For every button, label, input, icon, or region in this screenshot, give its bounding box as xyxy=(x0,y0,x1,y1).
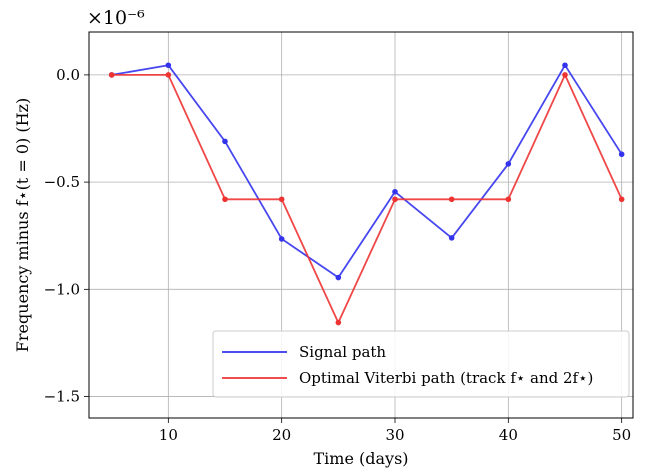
data-point-0 xyxy=(165,62,172,69)
data-point-1 xyxy=(562,72,568,78)
x-tick-label: 40 xyxy=(499,426,518,444)
data-point-1 xyxy=(618,196,625,203)
data-point-1 xyxy=(222,196,228,203)
legend-label-viterbi: Optimal Viterbi path (track f⋆ and 2f⋆) xyxy=(299,369,593,387)
x-tick-label: 20 xyxy=(272,426,291,444)
data-point-0 xyxy=(222,138,228,145)
data-point-0 xyxy=(448,235,455,241)
data-point-1 xyxy=(505,196,512,203)
data-point-1 xyxy=(392,196,398,203)
data-point-1 xyxy=(335,319,342,326)
x-tick-label: 10 xyxy=(159,426,178,444)
y-axis-label: Frequency minus f⋆(t = 0) (Hz) xyxy=(13,98,32,352)
series-line-1 xyxy=(111,74,623,324)
x-axis-label: Time (days) xyxy=(313,449,408,468)
ticks: 10 20 30 40 50 0.0 −0.5 −1.0 −1.5 xyxy=(44,66,632,444)
data-point-0 xyxy=(278,236,285,242)
data-point-1 xyxy=(108,72,115,78)
y-tick-label: 0.0 xyxy=(56,66,80,84)
data-point-0 xyxy=(392,188,398,195)
data-point-0 xyxy=(618,151,625,158)
y-offset-text: ×10⁻⁶ xyxy=(87,7,145,29)
x-tick-label: 50 xyxy=(612,426,631,444)
series-layer xyxy=(108,62,625,326)
data-point-1 xyxy=(448,196,455,203)
data-point-1 xyxy=(165,72,172,78)
legend: Signal path Optimal Viterbi path (track … xyxy=(212,330,630,398)
legend-box xyxy=(212,330,630,398)
x-tick-label: 30 xyxy=(385,426,404,444)
data-point-1 xyxy=(278,196,285,203)
data-point-0 xyxy=(562,62,568,69)
data-point-0 xyxy=(505,161,512,167)
legend-label-signal: Signal path xyxy=(299,343,386,361)
data-point-0 xyxy=(335,274,342,281)
y-tick-label: −1.0 xyxy=(44,280,80,298)
series-line-0 xyxy=(111,64,623,279)
y-tick-label: −1.5 xyxy=(44,388,80,406)
plot-frame xyxy=(88,31,634,419)
y-tick-label: −0.5 xyxy=(44,173,80,191)
